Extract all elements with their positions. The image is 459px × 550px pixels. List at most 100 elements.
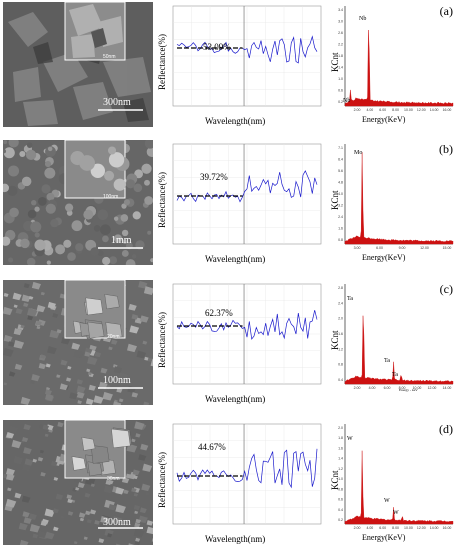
svg-text:1.4: 1.4 <box>338 457 343 461</box>
svg-text:4.0: 4.0 <box>338 192 343 196</box>
reflectance-plot-b <box>172 143 322 245</box>
reflectance-chart-b: Reflectance(%) Wavelength(nm) 39.72% <box>155 140 325 265</box>
reflectance-chart-c: Reflectance(%) Wavelength(nm) 62.37% <box>155 280 325 405</box>
reflectance-value-c: 62.37% <box>205 308 233 318</box>
svg-text:8.00: 8.00 <box>392 526 399 530</box>
svg-text:1.8: 1.8 <box>338 54 343 58</box>
eds-spectrum-a: 3.4 3.0 2.6 2.2 1.8 1.4 1.0 0.6 0.2 2.00 4.00 6.00 8… <box>327 2 459 127</box>
reflectance-xlabel-a: Wavelength(nm) <box>205 116 266 126</box>
eds-plot-c: 2.8 2.4 2.0 1.6 1.2 0.8 0.4 2.00 4.00 6.00 8.00 10.… <box>338 284 454 390</box>
svg-text:2.8: 2.8 <box>338 286 343 290</box>
eds-peak-label-d3: W <box>393 510 399 516</box>
svg-text:2.00: 2.00 <box>354 108 361 112</box>
svg-text:1.8: 1.8 <box>338 436 343 440</box>
svg-text:10.00: 10.00 <box>404 526 413 530</box>
reflectance-plot-d <box>172 423 322 525</box>
svg-text:16.00: 16.00 <box>443 108 452 112</box>
sem-texture-c <box>3 280 153 405</box>
sem-scale-b: 1mm <box>111 235 132 246</box>
panel-row-d: 30nm 300nm Reflectance(%) Wavelength(nm)… <box>0 420 459 545</box>
eds-peak-label-a1: Nb <box>359 16 367 22</box>
svg-text:0.4: 0.4 <box>338 508 343 512</box>
eds-peak-label-a2: Nb <box>343 98 351 104</box>
sem-texture-d <box>3 420 153 545</box>
eds-spectrum-b: 7.1 6.4 5.6 4.8 4.0 3.2 2.4 1.6 0.8 3.00 6.00 9.00 1… <box>327 140 459 265</box>
panel-row-b: 100nm 1mm Reflectance(%) Wavelength(nm) … <box>0 140 459 265</box>
panel-label-a: (a) <box>439 4 453 18</box>
svg-text:6.4: 6.4 <box>338 158 343 162</box>
svg-text:6.00: 6.00 <box>384 386 391 390</box>
sem-image-c: 20nm 100nm <box>3 280 153 405</box>
sem-image-a: 50nm 300nm <box>3 2 153 127</box>
eds-spectrum-c: 2.8 2.4 2.0 1.6 1.2 0.8 0.4 2.00 4.00 6.00 8.00 10.… <box>327 280 459 405</box>
svg-text:0.2: 0.2 <box>338 518 343 522</box>
svg-text:6.00: 6.00 <box>379 526 386 530</box>
svg-text:12.00: 12.00 <box>428 386 437 390</box>
eds-peak-label-c1: Ta <box>347 296 353 302</box>
svg-text:2.00: 2.00 <box>354 526 361 530</box>
svg-text:14.00: 14.00 <box>430 526 439 530</box>
svg-text:4.00: 4.00 <box>366 526 373 530</box>
svg-text:14.00: 14.00 <box>443 386 452 390</box>
eds-ylabel-c: KCnt <box>330 330 340 350</box>
panel-label-c: (c) <box>439 282 453 296</box>
svg-text:14.00: 14.00 <box>430 108 439 112</box>
svg-text:2.0: 2.0 <box>338 317 343 321</box>
sem-scale-a: 300nm <box>103 97 131 108</box>
svg-text:6.00: 6.00 <box>376 246 383 250</box>
svg-text:2.4: 2.4 <box>338 301 343 305</box>
svg-text:10.00: 10.00 <box>413 386 422 390</box>
svg-text:1.0: 1.0 <box>338 77 343 81</box>
panel-row-a: 50nm 300nm Reflectance(%) Wavelength(nm)… <box>0 2 459 127</box>
eds-peak-label-c2: Ta <box>384 358 390 364</box>
reflectance-value-d: 44.67% <box>198 442 226 452</box>
svg-text:0.4: 0.4 <box>338 378 343 382</box>
svg-text:4.00: 4.00 <box>366 108 373 112</box>
sem-texture-a <box>3 2 153 127</box>
svg-text:5.6: 5.6 <box>338 169 343 173</box>
reflectance-value-b: 39.72% <box>200 172 228 182</box>
sem-image-d: 30nm 300nm <box>3 420 153 545</box>
eds-peak-label-d1: W <box>347 436 353 442</box>
svg-text:2.4: 2.4 <box>338 215 343 219</box>
svg-text:8.00: 8.00 <box>392 108 399 112</box>
panel-row-c: 20nm 100nm Reflectance(%) Wavelength(nm)… <box>0 280 459 405</box>
svg-text:4.8: 4.8 <box>338 181 343 185</box>
svg-text:4.00: 4.00 <box>369 386 376 390</box>
svg-text:10.00: 10.00 <box>404 108 413 112</box>
reflectance-chart-a: Reflectance(%) Wavelength(nm) 53.09% <box>155 2 325 127</box>
svg-text:3.0: 3.0 <box>338 20 343 24</box>
sem-inset-scale-b: 100nm <box>103 194 119 200</box>
svg-text:8.00: 8.00 <box>399 386 406 390</box>
svg-text:15.00: 15.00 <box>443 246 452 250</box>
svg-text:12.00: 12.00 <box>417 108 426 112</box>
svg-text:7.1: 7.1 <box>338 146 343 150</box>
reflectance-value-a: 53.09% <box>203 42 231 52</box>
sem-inset-scale-d: 30nm <box>107 476 120 482</box>
svg-text:12.00: 12.00 <box>420 246 429 250</box>
reflectance-chart-d: Reflectance(%) Wavelength(nm) 44.67% <box>155 420 325 545</box>
reflectance-ylabel-c: Reflectance(%) <box>157 312 167 368</box>
sem-scale-c: 100nm <box>103 375 131 386</box>
eds-plot-d: 2.0 1.8 1.6 1.4 1.2 1.0 0.8 0.6 0.4 0.2 2.00 4.00 6.… <box>338 424 454 530</box>
svg-text:3.00: 3.00 <box>354 246 361 250</box>
svg-text:1.4: 1.4 <box>338 66 343 70</box>
reflectance-xlabel-c: Wavelength(nm) <box>205 394 266 404</box>
eds-spectrum-d: 2.0 1.8 1.6 1.4 1.2 1.0 0.8 0.6 0.4 0.2 2.00 4.00 6.… <box>327 420 459 545</box>
svg-text:1.2: 1.2 <box>338 467 343 471</box>
sem-inset-scale-a: 50nm <box>103 54 116 60</box>
svg-text:2.0: 2.0 <box>338 426 343 430</box>
sem-scale-d: 300nm <box>103 517 131 528</box>
svg-text:2.6: 2.6 <box>338 31 343 35</box>
svg-text:16.00: 16.00 <box>443 526 452 530</box>
eds-peak-label-c3: Ta <box>392 372 398 378</box>
eds-plot-a: 3.4 3.0 2.6 2.2 1.8 1.4 1.0 0.6 0.2 2.00 4.00 6.00 8… <box>338 6 454 112</box>
eds-peak-label-b1: Mo <box>354 150 363 156</box>
eds-ylabel-d: KCnt <box>330 470 340 490</box>
svg-text:0.6: 0.6 <box>338 498 343 502</box>
svg-text:1.6: 1.6 <box>338 332 343 336</box>
reflectance-ylabel-b: Reflectance(%) <box>157 172 167 228</box>
svg-text:3.4: 3.4 <box>338 8 343 12</box>
eds-plot-b: 7.1 6.4 5.6 4.8 4.0 3.2 2.4 1.6 0.8 3.00 6.00 9.00 1… <box>338 144 454 250</box>
svg-text:1.2: 1.2 <box>338 347 343 351</box>
